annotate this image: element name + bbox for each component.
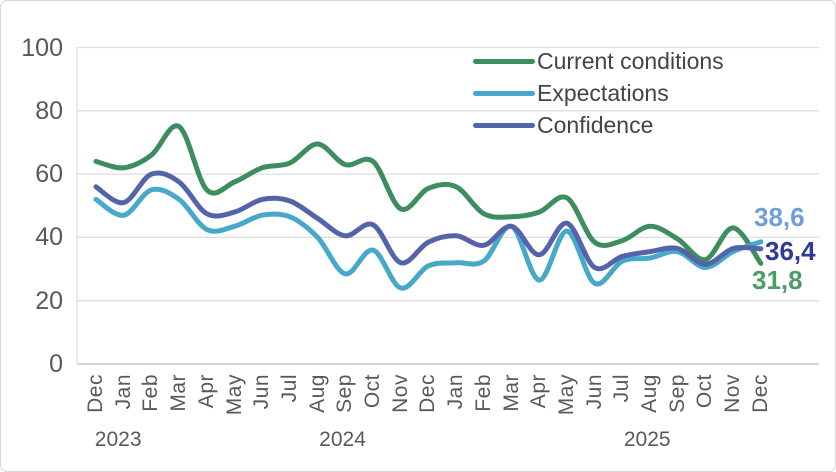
series-line-current-conditions — [93, 123, 764, 266]
x-tick-label: Feb — [139, 374, 163, 412]
end-value-label: 38,6 — [754, 202, 805, 232]
y-tick-label: 80 — [35, 96, 63, 125]
legend-line-swatch — [473, 90, 535, 96]
y-tick-label: 20 — [35, 286, 63, 315]
x-tick-label: Jan — [444, 374, 468, 410]
legend-label: Expectations — [537, 79, 669, 106]
legend-item-current-conditions: Current conditions — [473, 45, 724, 77]
y-tick-label: 100 — [21, 33, 63, 62]
x-tick-label: May — [554, 374, 578, 416]
end-value-label: 36,4 — [765, 236, 816, 266]
year-label: 2024 — [319, 428, 366, 451]
series-line-confidence — [93, 170, 764, 272]
x-tick-label: Jan — [111, 374, 135, 410]
x-tick-label: Apr — [527, 374, 551, 409]
x-tick-label: Jun — [250, 374, 274, 410]
legend-item-expectations: Expectations — [473, 77, 724, 109]
legend-line-swatch — [473, 122, 535, 128]
series-line-expectations — [93, 186, 764, 291]
x-tick-label: Aug — [638, 374, 661, 413]
x-tick-label: Dec — [416, 374, 440, 413]
x-tick-label: Dec — [748, 374, 772, 413]
legend-label: Confidence — [537, 111, 654, 138]
year-label: 2023 — [94, 428, 142, 451]
legend-label: Current conditions — [537, 47, 724, 74]
x-tick-label: Oct — [693, 374, 717, 409]
x-tick-label: Dec — [84, 374, 107, 413]
x-tick-label: Nov — [721, 374, 745, 413]
y-tick-label: 0 — [49, 350, 63, 378]
x-tick-label: Sep — [665, 374, 689, 413]
x-tick-label: Oct — [361, 374, 384, 409]
year-label: 2025 — [623, 428, 671, 451]
x-tick-label: May — [222, 374, 246, 416]
x-tick-label: Sep — [333, 374, 357, 413]
x-tick-label: Aug — [305, 374, 329, 413]
y-tick-label: 40 — [35, 223, 63, 252]
x-tick-label: Nov — [388, 374, 412, 413]
x-tick-label: Feb — [471, 374, 495, 412]
end-value-label: 31,8 — [752, 265, 803, 295]
x-tick-label: Jul — [610, 374, 634, 403]
x-tick-label: Jul — [277, 374, 301, 403]
legend-item-confidence: Confidence — [473, 109, 724, 141]
x-tick-label: Mar — [499, 374, 523, 412]
x-tick-label: Mar — [167, 374, 191, 412]
legend-line-swatch — [473, 58, 535, 64]
x-tick-label: Jun — [582, 374, 606, 410]
x-tick-label: Apr — [194, 374, 218, 409]
chart-legend: Current conditions Expectations Confidence — [473, 45, 724, 141]
y-tick-label: 60 — [35, 160, 63, 189]
